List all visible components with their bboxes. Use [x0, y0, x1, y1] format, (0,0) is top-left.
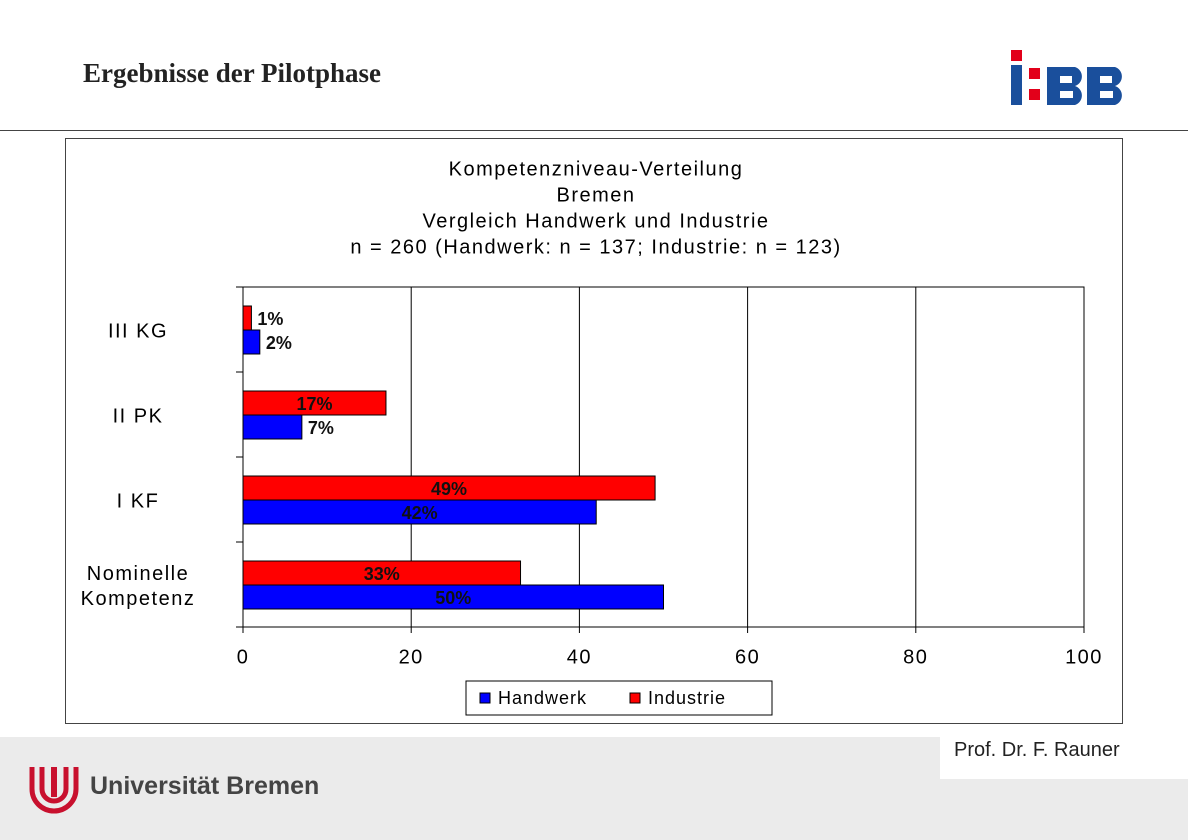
- chart-title: Bremen: [556, 184, 635, 206]
- x-tick-label: 20: [399, 646, 424, 668]
- ibb-logo: [1011, 50, 1122, 105]
- legend-swatch: [479, 692, 491, 704]
- x-tick-label: 80: [903, 646, 928, 668]
- value-label: 7%: [308, 418, 334, 438]
- value-label: 2%: [266, 333, 292, 353]
- bar: [242, 584, 664, 610]
- y-tick-label: II PK: [112, 405, 164, 427]
- chart-title: Kompetenzniveau-Verteilung: [449, 158, 744, 180]
- university-name: Universität Bremen: [90, 772, 320, 800]
- y-tick-label: I KF: [116, 490, 160, 512]
- header-rule: [0, 130, 1188, 131]
- value-label: 49%: [431, 479, 467, 499]
- value-label: 1%: [257, 309, 283, 329]
- x-tick-label: 100: [1065, 646, 1103, 668]
- y-tick-label: III KG: [107, 320, 169, 342]
- value-label: 17%: [296, 394, 332, 414]
- value-label: 42%: [402, 503, 438, 523]
- x-tick-label: 0: [237, 646, 250, 668]
- value-label: 50%: [435, 588, 471, 608]
- bar: [242, 414, 303, 440]
- bar: [242, 329, 261, 355]
- chart: Kompetenzniveau-Verteilung Bremen Vergleic…: [236, 158, 1103, 716]
- y-tick-label: Nominelle Kompetenz: [80, 562, 196, 610]
- bar: [242, 560, 522, 586]
- author: Prof. Dr. F. Rauner: [954, 739, 1120, 761]
- value-label: 33%: [364, 564, 400, 584]
- bar: [242, 475, 656, 501]
- legend-label: Industrie: [648, 688, 726, 708]
- bar: [242, 499, 597, 525]
- bar: [242, 305, 252, 331]
- author-box: Prof. Dr. F. Rauner: [940, 737, 1188, 779]
- x-tick-label: 60: [735, 646, 760, 668]
- legend-box: [465, 680, 773, 716]
- uni-logo: [29, 767, 79, 814]
- chart-title: Vergleich Handwerk und Industrie: [422, 210, 769, 232]
- x-tick-label: 40: [567, 646, 592, 668]
- slide-title: Ergebnisse der Pilotphase: [83, 58, 382, 88]
- bar: [242, 390, 387, 416]
- chart-frame: Kompetenzniveau-Verteilung Bremen Vergleic…: [65, 138, 1123, 724]
- chart-title: n = 260 (Handwerk: n = 137; Industrie: n…: [350, 236, 841, 258]
- legend-label: Handwerk: [498, 688, 587, 708]
- legend-swatch: [629, 692, 641, 704]
